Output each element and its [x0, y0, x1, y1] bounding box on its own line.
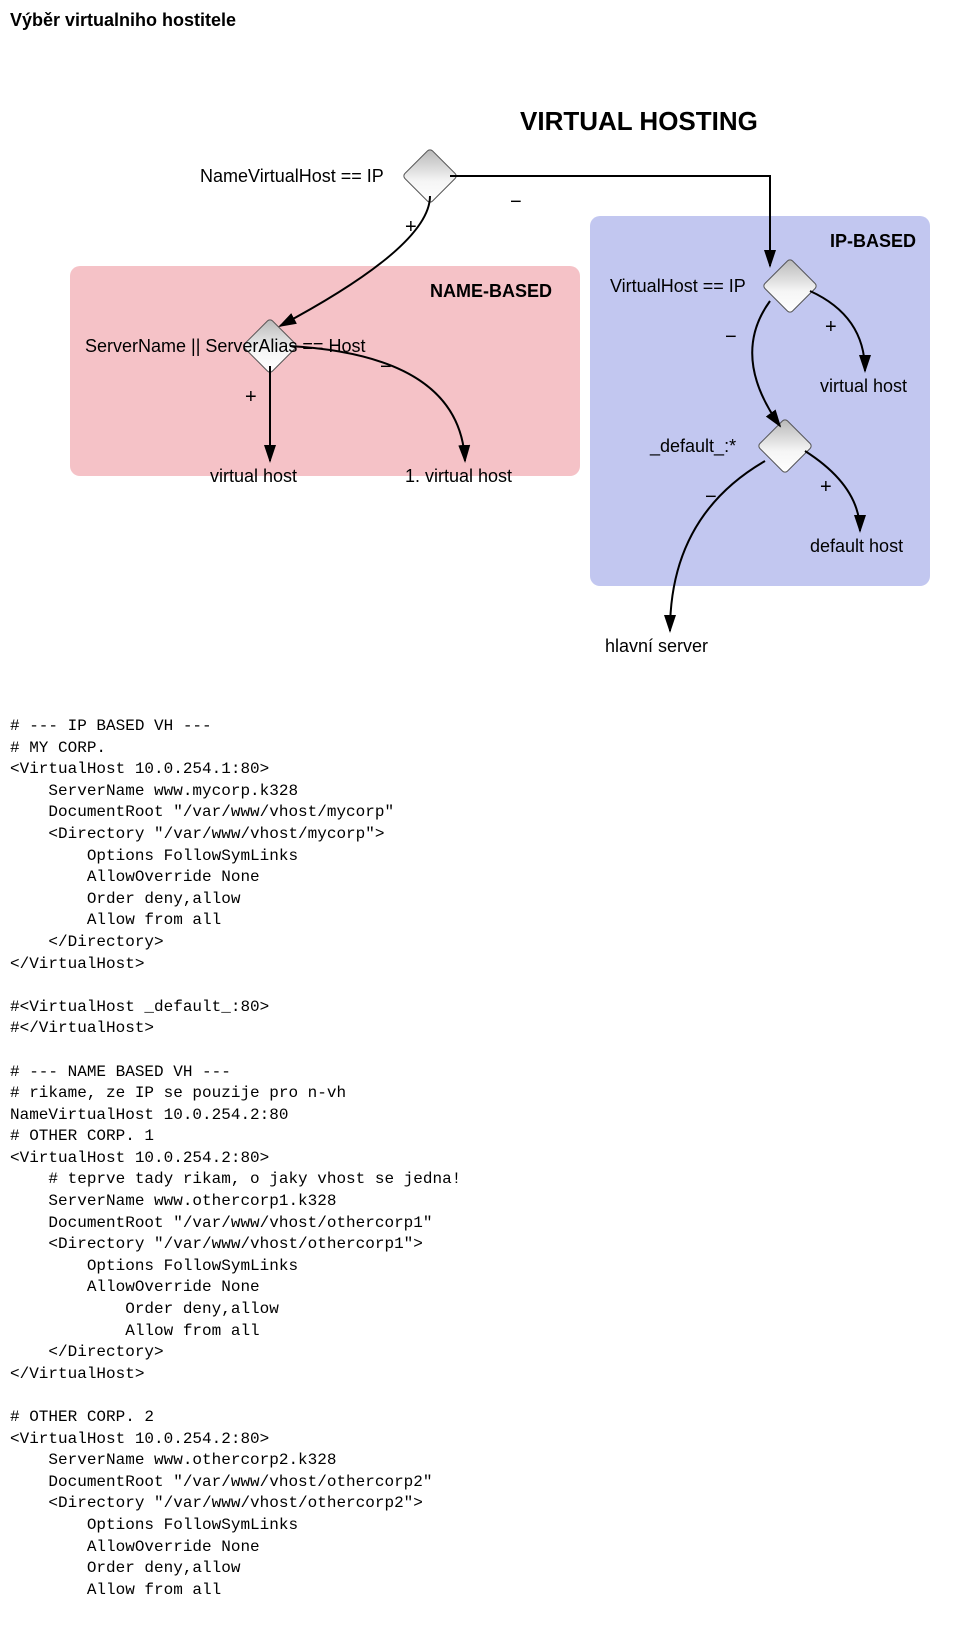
- node-vh-first: 1. virtual host: [405, 466, 512, 487]
- sign-def-plus: +: [820, 476, 832, 499]
- sign-sn-plus: +: [245, 386, 257, 409]
- node-sn: ServerName || ServerAlias == Host: [85, 336, 365, 357]
- node-main-srv: hlavní server: [605, 636, 708, 657]
- panel-ip-based: [590, 216, 930, 586]
- sign-vhip-plus: +: [825, 316, 837, 339]
- page-title: Výběr virtualniho hostitele: [0, 10, 960, 31]
- diamond-default: [765, 426, 805, 466]
- flowchart-diagram: VIRTUAL HOSTING NAME-BASED IP-BASED Name…: [10, 46, 950, 686]
- node-def-host: default host: [810, 536, 903, 557]
- panel-label-name-based: NAME-BASED: [430, 281, 552, 302]
- node-default: _default_:*: [650, 436, 736, 457]
- code-block: # --- IP BASED VH --- # MY CORP. <Virtua…: [0, 716, 960, 1601]
- diamond-nvh: [410, 156, 450, 196]
- sign-sn-minus: −: [380, 356, 392, 379]
- node-vh-right: virtual host: [820, 376, 907, 397]
- panel-label-ip-based: IP-BASED: [830, 231, 916, 252]
- node-vh-left: virtual host: [210, 466, 297, 487]
- sign-vhip-minus: −: [725, 326, 737, 349]
- diagram-title: VIRTUAL HOSTING: [520, 106, 758, 137]
- sign-nvh-minus: −: [510, 191, 522, 214]
- node-nvh: NameVirtualHost == IP: [200, 166, 384, 187]
- sign-nvh-plus: +: [405, 216, 417, 239]
- diamond-vh-ip: [770, 266, 810, 306]
- node-vh-ip: VirtualHost == IP: [610, 276, 746, 297]
- sign-def-minus: −: [705, 486, 717, 509]
